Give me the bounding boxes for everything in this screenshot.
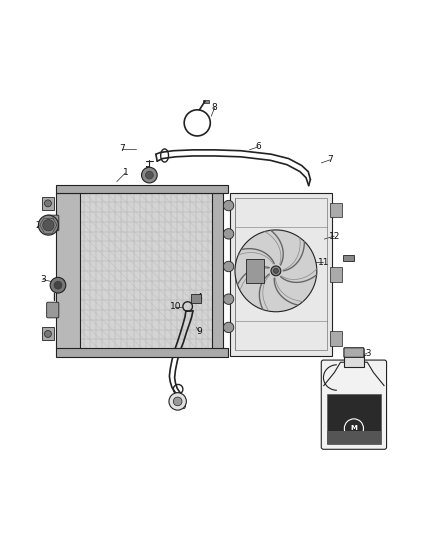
FancyBboxPatch shape <box>343 255 354 261</box>
Circle shape <box>223 322 234 333</box>
Text: 12: 12 <box>328 231 340 240</box>
FancyBboxPatch shape <box>330 266 342 281</box>
Text: 3: 3 <box>40 275 46 284</box>
FancyBboxPatch shape <box>203 100 208 103</box>
Circle shape <box>223 294 234 304</box>
Circle shape <box>50 277 66 293</box>
Circle shape <box>141 167 157 183</box>
FancyBboxPatch shape <box>47 215 59 231</box>
Text: 7: 7 <box>120 144 125 154</box>
FancyBboxPatch shape <box>327 431 381 443</box>
Text: 10: 10 <box>176 402 188 411</box>
Circle shape <box>223 229 234 239</box>
Text: 13: 13 <box>361 349 373 358</box>
Circle shape <box>271 266 281 276</box>
FancyBboxPatch shape <box>230 192 332 356</box>
Text: 4: 4 <box>197 293 202 302</box>
FancyBboxPatch shape <box>246 259 264 283</box>
Text: 1: 1 <box>123 168 128 177</box>
Text: 11: 11 <box>318 257 329 266</box>
FancyBboxPatch shape <box>191 294 201 303</box>
Text: 5: 5 <box>144 166 150 175</box>
Circle shape <box>45 330 51 337</box>
FancyBboxPatch shape <box>47 302 59 318</box>
FancyBboxPatch shape <box>327 394 381 443</box>
FancyBboxPatch shape <box>56 192 80 349</box>
Text: 7: 7 <box>327 156 333 164</box>
Circle shape <box>145 171 153 179</box>
Circle shape <box>273 269 279 273</box>
FancyBboxPatch shape <box>330 331 342 346</box>
Circle shape <box>169 393 186 410</box>
FancyBboxPatch shape <box>78 192 215 349</box>
FancyBboxPatch shape <box>42 197 54 210</box>
Text: 2: 2 <box>35 221 41 230</box>
Circle shape <box>223 200 234 211</box>
FancyBboxPatch shape <box>42 327 54 341</box>
FancyBboxPatch shape <box>212 192 223 349</box>
Circle shape <box>235 230 317 312</box>
Circle shape <box>173 397 182 406</box>
Circle shape <box>45 200 51 207</box>
Text: M: M <box>350 425 357 431</box>
Text: 9: 9 <box>197 327 202 336</box>
Circle shape <box>54 281 62 289</box>
Circle shape <box>223 261 234 272</box>
FancyBboxPatch shape <box>56 184 228 192</box>
Text: 10: 10 <box>170 302 181 311</box>
Circle shape <box>43 220 54 231</box>
FancyBboxPatch shape <box>343 357 364 367</box>
FancyBboxPatch shape <box>56 349 228 357</box>
FancyBboxPatch shape <box>321 360 387 449</box>
FancyBboxPatch shape <box>330 203 342 217</box>
Circle shape <box>39 215 58 235</box>
Text: 6: 6 <box>255 142 261 151</box>
FancyBboxPatch shape <box>344 348 364 357</box>
Text: 8: 8 <box>212 103 218 112</box>
